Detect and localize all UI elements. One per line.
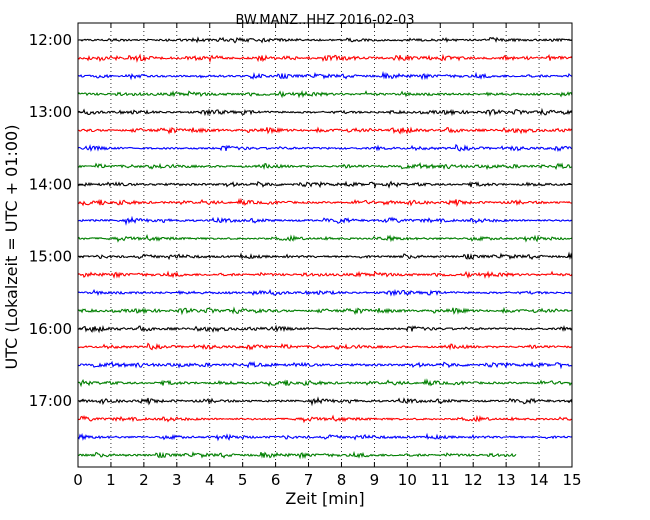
y-tick-label-1700: 17:00 (29, 392, 72, 410)
trace-1500 (77, 251, 573, 261)
y-tick-label-1400: 14:00 (29, 175, 72, 193)
x-tick-label-8: 8 (337, 471, 347, 489)
trace-1545 (77, 306, 573, 316)
trace-1445 (77, 234, 573, 243)
trace-1230 (77, 70, 573, 81)
x-tick-label-0: 0 (73, 471, 83, 489)
x-tick-label-4: 4 (205, 471, 215, 489)
trace-1245 (77, 89, 573, 99)
x-tick-labels: 0 1 2 3 4 5 6 7 8 9 10 11 12 13 14 15 (73, 471, 581, 489)
trace-1530 (77, 288, 573, 297)
x-tick-label-7: 7 (304, 471, 314, 489)
trace-1415 (77, 197, 573, 208)
y-tick-label-1200: 12:00 (29, 31, 72, 49)
trace-1715 (77, 414, 573, 424)
plot-frame (77, 22, 573, 468)
trace-1330 (77, 143, 573, 153)
y-axis-label: UTC (Lokalzeit = UTC + 01:00) (2, 125, 21, 370)
x-tick-label-12: 12 (464, 471, 483, 489)
trace-1300 (77, 107, 573, 117)
trace-1200 (78, 36, 573, 44)
trace-1515 (77, 270, 573, 279)
x-tick-label-6: 6 (271, 471, 281, 489)
x-tick-label-2: 2 (139, 471, 149, 489)
x-tick-label-15: 15 (562, 471, 581, 489)
trace-1745 (77, 450, 517, 460)
seismic-traces (77, 36, 573, 460)
trace-1215 (77, 53, 573, 64)
x-tick-label-5: 5 (238, 471, 248, 489)
trace-1730 (77, 432, 573, 442)
trace-1600 (77, 324, 573, 334)
x-tick-label-1: 1 (106, 471, 116, 489)
x-tick-label-14: 14 (530, 471, 549, 489)
x-tick-label-13: 13 (497, 471, 516, 489)
y-tick-label-1600: 16:00 (29, 320, 72, 338)
x-tick-label-9: 9 (370, 471, 380, 489)
y-tick-labels: 12:00 13:00 14:00 15:00 16:00 17:00 (29, 31, 72, 410)
trace-1615 (77, 342, 573, 351)
x-tick-label-3: 3 (172, 471, 182, 489)
trace-1630 (77, 360, 573, 370)
trace-1430 (77, 215, 573, 226)
axis-ticks (77, 23, 573, 467)
trace-1645 (77, 378, 573, 388)
trace-1400 (77, 180, 572, 189)
x-tick-label-11: 11 (431, 471, 450, 489)
y-tick-label-1300: 13:00 (29, 103, 72, 121)
x-axis-label: Zeit [min] (285, 489, 364, 508)
y-tick-label-1500: 15:00 (29, 248, 72, 266)
trace-1345 (77, 162, 573, 171)
trace-1315 (78, 126, 573, 135)
x-tick-label-10: 10 (398, 471, 417, 489)
trace-1700 (77, 396, 573, 407)
chart-title: BW.MANZ..HHZ 2016-02-03 (235, 13, 414, 28)
